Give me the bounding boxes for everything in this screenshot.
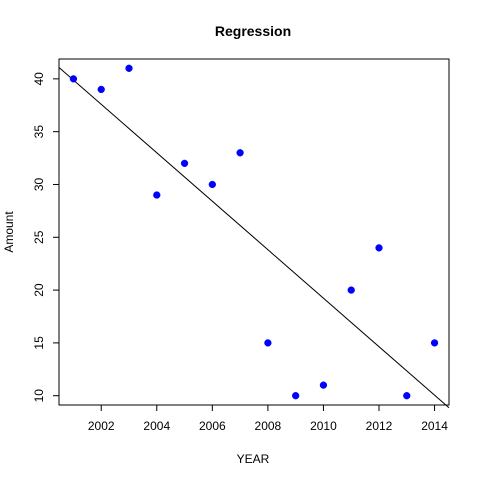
data-point xyxy=(97,85,105,94)
x-tick-label: 2006 xyxy=(199,419,226,433)
data-point xyxy=(153,191,161,199)
data-point xyxy=(430,339,439,347)
y-tick-label: 25 xyxy=(32,230,46,244)
x-tick-label: 2012 xyxy=(366,419,393,433)
y-tick-label: 20 xyxy=(32,283,46,297)
data-point xyxy=(264,339,272,347)
y-axis: 10 15 20 25 30 35 40 xyxy=(32,72,59,403)
y-tick-label: 15 xyxy=(32,336,46,350)
x-tick-label: 2002 xyxy=(88,419,115,433)
data-point xyxy=(375,244,383,252)
chart-title: Regression xyxy=(215,23,291,39)
y-axis-label: Amount xyxy=(2,211,16,253)
data-point xyxy=(125,64,133,72)
x-tick-label: 2014 xyxy=(421,419,448,433)
y-tick-label: 10 xyxy=(32,389,46,403)
data-point xyxy=(319,381,328,389)
data-point xyxy=(69,75,78,83)
y-tick-label: 35 xyxy=(32,125,46,139)
y-tick-label: 40 xyxy=(32,72,46,86)
x-axis-label: YEAR xyxy=(237,452,270,466)
plot-layer xyxy=(58,64,450,409)
data-point xyxy=(208,180,216,189)
data-point xyxy=(292,392,300,400)
data-point xyxy=(347,286,355,294)
data-point xyxy=(236,149,244,157)
data-point xyxy=(403,392,411,400)
x-tick-label: 2004 xyxy=(143,419,170,433)
plot-area-border xyxy=(58,58,450,406)
data-point xyxy=(180,159,189,167)
x-tick-label: 2008 xyxy=(255,419,282,433)
x-tick-label: 2010 xyxy=(310,419,337,433)
x-axis: 2002 2004 2006 2008 2010 2012 2014 xyxy=(88,405,448,433)
y-tick-label: 30 xyxy=(32,177,46,191)
regression-line xyxy=(58,67,450,409)
